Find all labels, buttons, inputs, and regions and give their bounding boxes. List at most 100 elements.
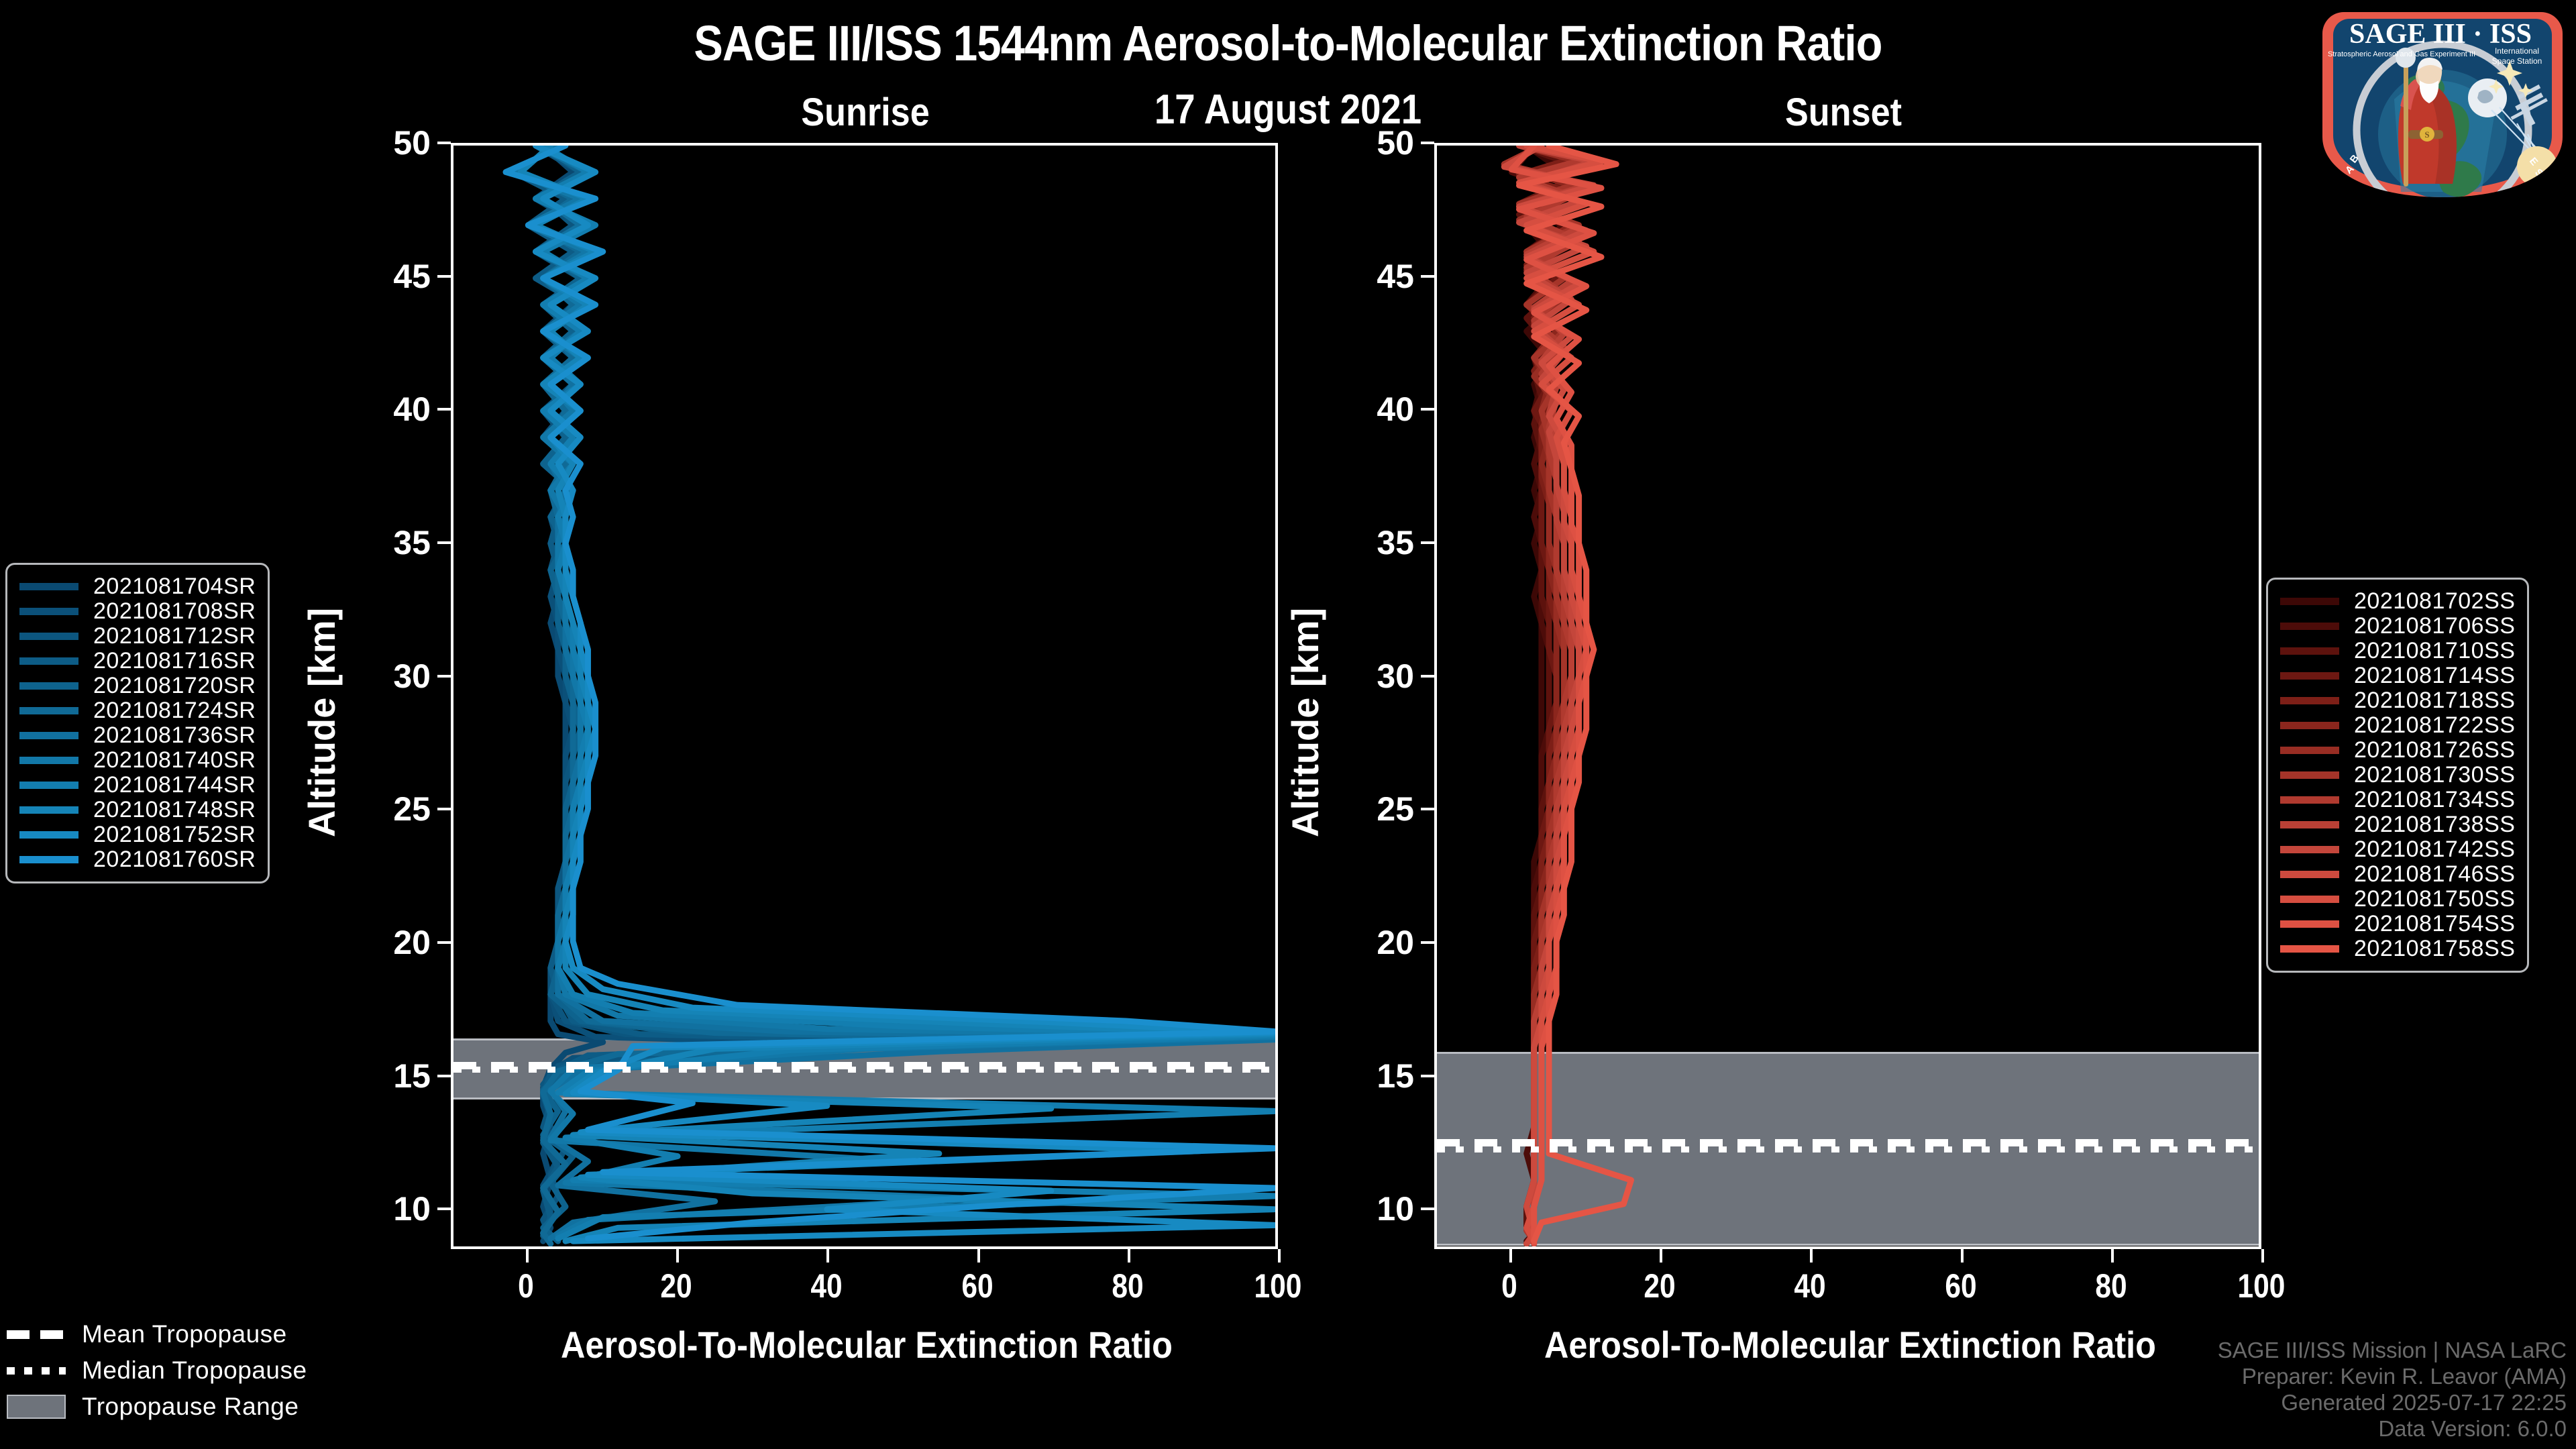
y-axis-title: Altitude [km] xyxy=(1284,607,1326,837)
logo-subtitle-right-1: International xyxy=(2495,46,2539,56)
sunset-legend-label: 2021081726SS xyxy=(2354,737,2516,763)
sage-iii-iss-mission-patch-logo: S B A L L E S A SAGE III · ISS Stratosph… xyxy=(2316,5,2569,201)
sunset-legend-item: 2021081722SS xyxy=(2280,712,2516,738)
x-axis-tick-mark xyxy=(977,1249,980,1263)
sunrise-legend-item: 2021081752SR xyxy=(19,822,256,847)
sunrise-legend-label: 2021081708SR xyxy=(93,598,256,624)
sunset-legend-item: 2021081746SS xyxy=(2280,861,2516,887)
sunset-legend-item: 2021081754SS xyxy=(2280,911,2515,936)
sunset-legend-item: 2021081734SS xyxy=(2280,786,2516,812)
profile-line xyxy=(502,146,1275,1242)
sunset-legend-swatch-icon xyxy=(2280,696,2339,704)
x-axis-title: Aerosol-To-Molecular Extinction Ratio xyxy=(1544,1324,2156,1366)
sunrise-legend: 2021081704SR 2021081708SR 2021081712SR 2021… xyxy=(5,563,270,883)
y-axis-tick-label: 25 xyxy=(393,790,431,828)
sunset-legend-swatch-icon xyxy=(2280,672,2339,680)
y-axis-tick-label: 50 xyxy=(393,124,431,162)
x-axis-tick-label: 0 xyxy=(518,1267,534,1305)
sunset-legend-swatch-icon xyxy=(2280,771,2339,779)
y-axis-tick-label: 45 xyxy=(1377,257,1414,295)
median-tropopause-line xyxy=(1437,1146,2259,1153)
y-axis-tick-mark xyxy=(437,274,451,278)
logo-title: SAGE III · ISS xyxy=(2349,19,2532,50)
x-axis-tick-label: 80 xyxy=(2095,1267,2127,1305)
sunset-legend-label: 2021081746SS xyxy=(2354,861,2516,887)
y-axis-tick-label: 20 xyxy=(1377,924,1414,962)
profile-line xyxy=(533,146,1264,1242)
sunset-legend-item: 2021081730SS xyxy=(2280,761,2516,788)
sunrise-legend-item: 2021081720SR xyxy=(19,673,256,698)
y-axis-tick-mark xyxy=(1421,142,1434,144)
tropopause-range-edge xyxy=(1437,1244,2259,1246)
sunset-legend-label: 2021081722SS xyxy=(2354,712,2516,738)
sunrise-legend-item: 2021081712SR xyxy=(19,623,256,649)
sunrise-legend-swatch-icon xyxy=(19,856,78,863)
sunset-legend-swatch-icon xyxy=(2280,796,2339,804)
x-axis-tick-label: 60 xyxy=(961,1267,994,1305)
sunset-legend-swatch-icon xyxy=(2280,647,2339,655)
svg-text:A: A xyxy=(2534,178,2546,191)
mean-tropopause-line xyxy=(453,1061,1275,1069)
x-axis-tick-mark xyxy=(1660,1249,1663,1263)
sunrise-legend-label: 2021081752SR xyxy=(93,822,256,847)
sunset-legend-label: 2021081730SS xyxy=(2354,761,2516,788)
x-axis-tick-mark xyxy=(676,1249,680,1263)
y-axis-tick-mark xyxy=(437,674,451,678)
sunset-legend-swatch-icon xyxy=(2280,870,2339,878)
sunrise-legend-swatch-icon xyxy=(19,608,78,615)
profile-line xyxy=(533,146,1275,1242)
x-axis-tick-label: 40 xyxy=(810,1267,843,1305)
x-axis-tick-label: 80 xyxy=(1112,1267,1144,1305)
sunrise-legend-item: 2021081708SR xyxy=(19,598,256,624)
sunset-legend-label: 2021081750SS xyxy=(2354,885,2516,912)
sunset-legend-item: 2021081706SS xyxy=(2280,612,2516,639)
y-axis-tick-label: 40 xyxy=(1377,390,1414,429)
sunrise-legend-item: 2021081748SR xyxy=(19,797,256,822)
profile-line xyxy=(533,146,1275,1244)
sunset-legend-label: 2021081734SS xyxy=(2354,786,2516,812)
x-axis-tick-mark xyxy=(526,1249,529,1263)
sunset-legend-label: 2021081758SS xyxy=(2354,935,2516,961)
profile-line xyxy=(517,146,1275,1244)
sunrise-legend-label: 2021081736SR xyxy=(93,722,256,748)
sunset-legend-item: 2021081718SS xyxy=(2280,688,2515,713)
y-axis-tick-label: 35 xyxy=(393,524,431,562)
sunrise-legend-swatch-icon xyxy=(19,707,78,714)
y-axis-tick-label: 10 xyxy=(1377,1190,1414,1228)
credits-line-generated: Generated 2025-07-17 22:25 xyxy=(2281,1390,2567,1415)
svg-text:S: S xyxy=(2424,129,2429,140)
sunrise-legend-item: 2021081724SR xyxy=(19,698,256,723)
mean-tropopause-label: Mean Tropopause xyxy=(82,1320,287,1348)
sunset-panel-title: Sunset xyxy=(1784,91,1902,134)
sunrise-legend-item: 2021081760SR xyxy=(19,847,256,872)
sunrise-legend-label: 2021081744SR xyxy=(93,772,256,798)
credits-line-mission: SAGE III/ISS Mission | NASA LaRC xyxy=(2217,1338,2567,1363)
x-axis-tick-label: 100 xyxy=(2237,1267,2286,1305)
sunrise-legend-item: 2021081740SR xyxy=(19,747,256,773)
sunrise-legend-swatch-icon xyxy=(19,732,78,739)
sunset-legend-label: 2021081706SS xyxy=(2354,612,2516,639)
y-axis-tick-mark xyxy=(1421,408,1434,411)
profile-line xyxy=(1516,146,1634,1244)
profile-line xyxy=(533,146,1275,1244)
median-tropopause-line xyxy=(453,1066,1275,1073)
sunset-legend-item: 2021081714SS xyxy=(2280,663,2515,688)
y-axis-tick-label: 25 xyxy=(1377,790,1414,828)
profile-series-group xyxy=(1501,146,1634,1246)
y-axis-tick-mark xyxy=(437,408,451,411)
sunset-legend-swatch-icon xyxy=(2280,945,2339,953)
sunset-legend-label: 2021081718SS xyxy=(2354,687,2516,713)
y-axis-tick-mark xyxy=(1421,1208,1434,1211)
sunrise-legend-label: 2021081740SR xyxy=(93,747,256,773)
y-axis-tick-mark xyxy=(1421,941,1434,945)
x-axis-title: Aerosol-To-Molecular Extinction Ratio xyxy=(561,1324,1173,1366)
sunrise-legend-label: 2021081760SR xyxy=(93,847,256,872)
sunrise-legend-item: 2021081716SR xyxy=(19,648,256,674)
mean-tropopause-line xyxy=(1437,1139,2259,1147)
sunset-legend-label: 2021081714SS xyxy=(2354,662,2516,688)
x-axis-tick-label: 20 xyxy=(660,1267,692,1305)
sunset-legend-item: 2021081742SS xyxy=(2280,837,2515,862)
x-axis-tick-mark xyxy=(826,1249,830,1263)
sunrise-legend-label: 2021081712SR xyxy=(93,623,256,649)
sunrise-legend-swatch-icon xyxy=(19,831,78,839)
